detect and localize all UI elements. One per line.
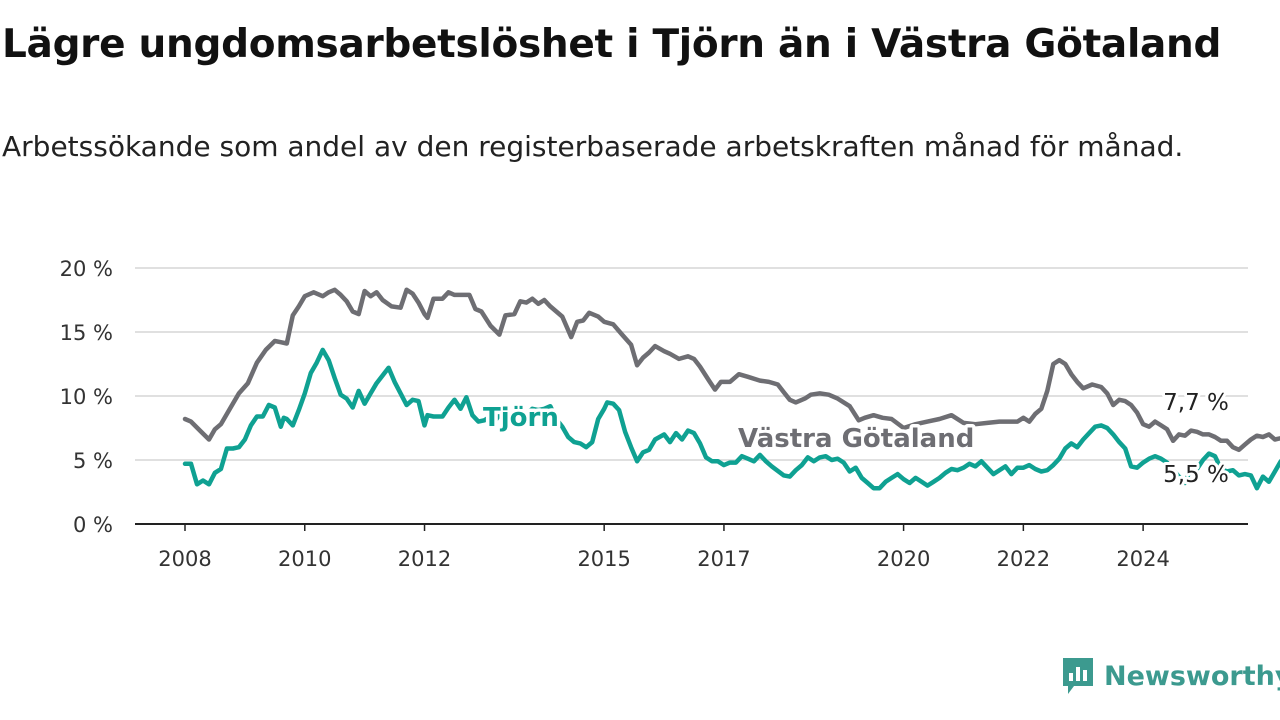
series-labels: Västra Götaland Tjörn xyxy=(480,400,978,458)
end-value-label: 7,7 % xyxy=(1163,390,1229,416)
series-line-vastra-gotaland xyxy=(182,287,1280,453)
x-axis-ticks: 2008 2010 2012 2015 2017 2020 2022 2024 xyxy=(158,524,1170,571)
x-tick-label: 2015 xyxy=(577,547,630,571)
x-tick-label: 2020 xyxy=(877,547,930,571)
chart-title: Lägre ungdomsarbetslöshet i Tjörn än i V… xyxy=(2,22,1222,67)
series-label-tjorn: Tjörn xyxy=(483,403,559,433)
series-label-vastra-gotaland: Västra Götaland xyxy=(738,424,974,454)
y-tick-label: 5 % xyxy=(73,449,113,473)
chart-subtitle: Arbetssökande som andel av den registerb… xyxy=(2,130,1184,163)
end-markers: 7,7 % 5,5 % xyxy=(1160,387,1232,491)
x-tick-label: 2017 xyxy=(697,547,750,571)
newsworthy-logo: Newsworthy xyxy=(1060,655,1280,697)
y-axis-ticks: 0 % 5 % 10 % 15 % 20 % xyxy=(60,257,113,537)
newsworthy-logo-icon xyxy=(1063,658,1093,694)
brand-name: Newsworthy xyxy=(1104,660,1280,692)
x-tick-label: 2012 xyxy=(398,547,451,571)
x-tick-label: 2024 xyxy=(1116,547,1169,571)
line-chart: 0 %5 %10 %15 %20 % 2008 2010 2012 2015 2017 2… xyxy=(60,257,1280,571)
y-tick-label: 10 % xyxy=(60,385,113,409)
y-tick-label: 0 % xyxy=(73,513,113,537)
y-tick-label: 15 % xyxy=(60,321,113,345)
x-tick-label: 2008 xyxy=(158,547,211,571)
end-value-label: 5,5 % xyxy=(1163,462,1229,488)
series-line-tjorn xyxy=(182,347,1280,491)
grid-lines xyxy=(135,267,1248,461)
y-tick-label: 20 % xyxy=(60,257,113,281)
series-lines xyxy=(182,287,1280,491)
x-tick-label: 2022 xyxy=(997,547,1050,571)
x-tick-label: 2010 xyxy=(278,547,331,571)
